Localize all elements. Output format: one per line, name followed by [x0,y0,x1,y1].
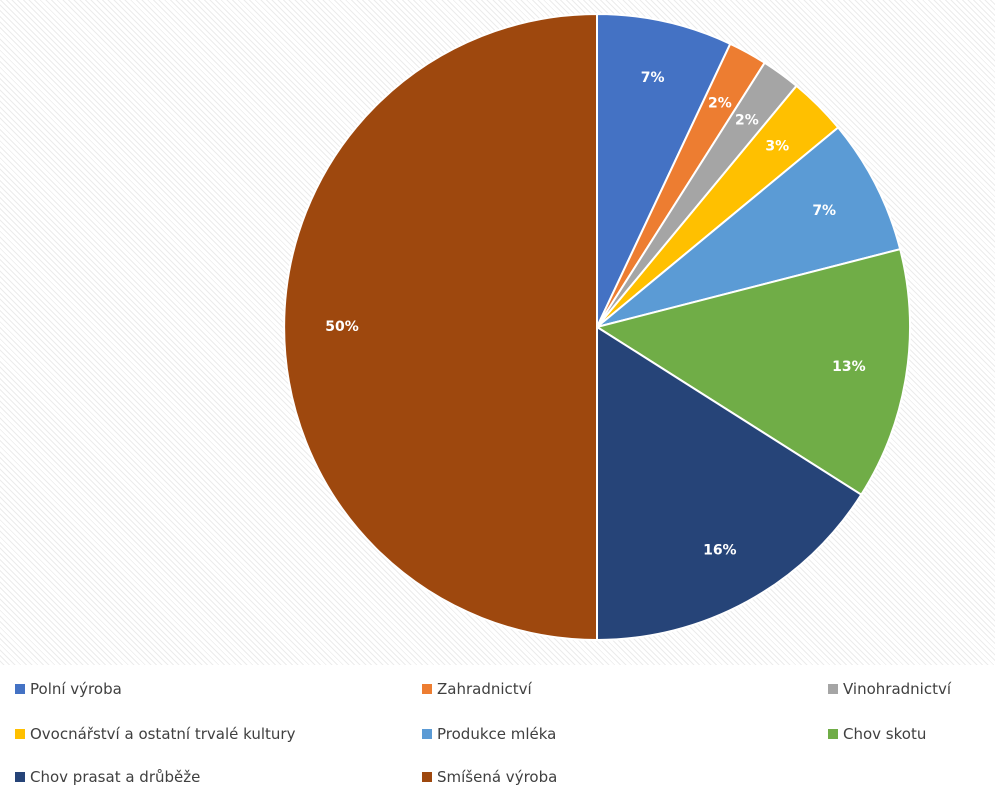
legend-item-polni-vyroba[interactable]: Polní výroba [15,677,122,701]
data-label: 2% [708,96,732,112]
legend-label: Polní výroba [30,680,122,698]
legend-item-vinohradnictvi[interactable]: Vinohradnictví [828,677,951,701]
pie-data-labels: 7% 2%2% 3% 7% 13% 16% 50% [325,70,865,558]
legend-item-chov-skotu[interactable]: Chov skotu [828,722,926,746]
pie-slice[interactable] [596,12,732,328]
legend-label: Zahradnictví [437,680,532,698]
legend-item-chov-prasat[interactable]: Chov prasat a drůběže [15,765,200,789]
legend-swatch [828,684,838,694]
legend-swatch [828,729,838,739]
legend-item-produkce-mleka[interactable]: Produkce mléka [422,722,556,746]
legend-label: Ovocnářství a ostatní trvalé kultury [30,725,296,743]
data-label: 13% [832,359,866,375]
legend-swatch [422,772,432,782]
legend-label: Produkce mléka [437,725,557,743]
legend-label: Chov prasat a drůběže [30,768,201,786]
data-label: 3% [765,139,789,155]
pie-chart: 7% 2%2% 3% 7% 13% 16% 50% [283,12,911,642]
pie-slices [283,12,911,642]
pie-slice[interactable] [283,12,598,642]
data-label: 50% [325,319,359,335]
pie-slice[interactable] [596,126,902,328]
legend-item-smisena-vyroba[interactable]: Smíšená výroba [422,765,557,789]
pie-slice[interactable] [596,325,863,642]
legend-swatch [15,772,25,782]
data-label: 7% [641,70,665,86]
legend-label: Vinohradnictví [843,680,952,698]
legend-swatch [422,729,432,739]
legend-label: Chov skotu [843,725,927,743]
chart-legend: Polní výroba Zahradnictví Vinohradnictví… [0,665,995,792]
data-label: 2% [735,113,759,129]
data-label: 16% [703,542,737,558]
legend-swatch [15,729,25,739]
legend-item-zahradnictvi[interactable]: Zahradnictví [422,677,532,701]
legend-label: Smíšená výroba [437,768,558,786]
legend-swatch [15,684,25,694]
pie-slice[interactable] [594,247,911,497]
legend-item-ovocnarstvi[interactable]: Ovocnářství a ostatní trvalé kultury [15,722,295,746]
legend-swatch [422,684,432,694]
data-label: 7% [812,203,836,219]
